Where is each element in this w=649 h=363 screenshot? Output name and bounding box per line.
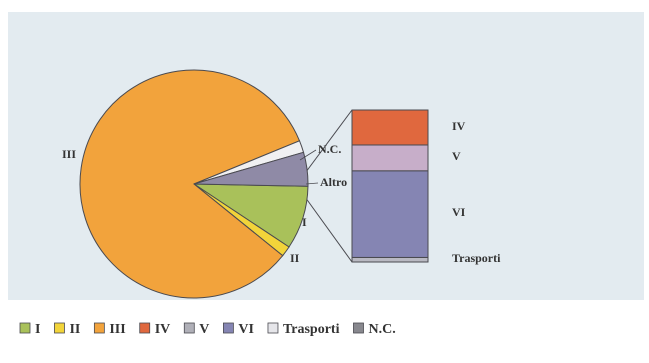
- legend-label-iii: III: [109, 322, 125, 337]
- legend-label-vi: VI: [238, 322, 254, 337]
- pie-slice-iii: [79, 69, 301, 299]
- legend-item-iii: III: [93, 322, 126, 337]
- leader-line-nc: [299, 149, 317, 161]
- legend-label-iv: IV: [155, 322, 171, 337]
- pie-label-ii: II: [290, 251, 300, 265]
- pie-label-altro: Altro: [320, 175, 347, 189]
- legend-swatch-iv: [139, 322, 151, 334]
- bar-label-iv: IV: [452, 119, 466, 133]
- legend-item-vi: VI: [223, 322, 254, 337]
- legend-swatch-ii: [54, 322, 65, 334]
- bar-segment-iv: [351, 109, 429, 146]
- legend-box: [8, 302, 644, 360]
- bar-segment-v: [351, 144, 429, 172]
- legend-swatch-i: [19, 322, 31, 334]
- legend-swatch-iii: [93, 322, 105, 334]
- leader-line-altro: [305, 182, 319, 185]
- legend-swatch-v: [183, 322, 195, 334]
- pie-label-n-c: N.C.: [318, 142, 341, 156]
- pie-slice-n-c: [193, 151, 309, 187]
- legend-item-ii: II: [54, 322, 80, 337]
- legend-item-i: I: [19, 322, 40, 337]
- legend-item-trasporti: Trasporti: [267, 322, 340, 337]
- legend-swatch-n-c: [353, 322, 364, 334]
- pie-label-i: I: [302, 215, 307, 229]
- legend-label-i: I: [35, 322, 40, 337]
- legend-item-n-c: N.C.: [353, 322, 396, 337]
- bar-label-trasporti: Trasporti: [452, 251, 501, 265]
- pie-label-iii: III: [62, 147, 76, 161]
- legend-swatch-trasporti: [267, 322, 279, 334]
- legend-label-trasporti: Trasporti: [283, 322, 340, 337]
- bar-segment-trasporti: [351, 256, 429, 263]
- connector-line-bottom: [299, 189, 353, 263]
- bar-label-vi: VI: [452, 205, 466, 219]
- legend-item-v: V: [183, 322, 209, 337]
- connector-line-top: [299, 109, 353, 181]
- legend-label-n-c: N.C.: [368, 322, 395, 337]
- bar-label-v: V: [452, 149, 461, 163]
- legend-swatch-vi: [223, 322, 234, 334]
- legend-label-v: V: [199, 322, 209, 337]
- legend-item-iv: IV: [139, 322, 171, 337]
- legend-label-ii: II: [69, 322, 80, 337]
- bar-segment-vi: [351, 170, 429, 258]
